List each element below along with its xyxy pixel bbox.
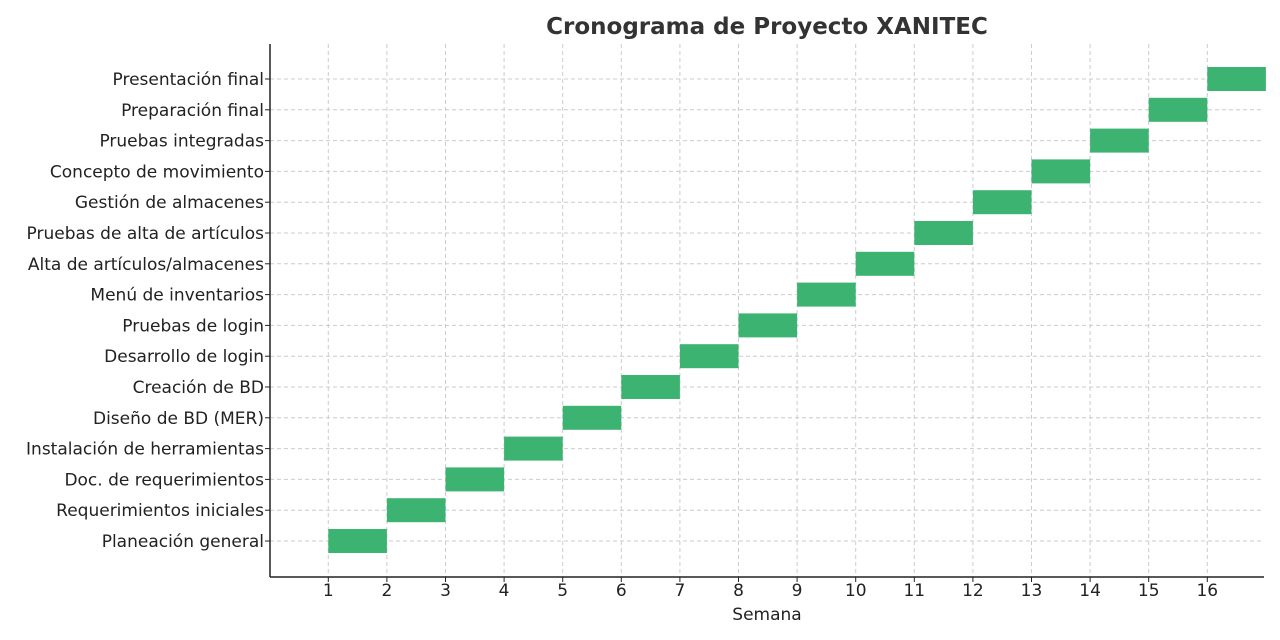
task-bar bbox=[855, 251, 915, 276]
task-label: Instalación de herramientas bbox=[26, 440, 264, 460]
task-bar bbox=[445, 467, 505, 492]
task-label: Pruebas de alta de artículos bbox=[27, 224, 265, 244]
x-tick-label: 9 bbox=[792, 581, 803, 601]
x-tick-label: 15 bbox=[1138, 581, 1160, 601]
task-bar bbox=[738, 313, 798, 338]
task-label: Planeación general bbox=[102, 532, 264, 552]
task-bar bbox=[972, 190, 1032, 215]
task-label: Preparación final bbox=[121, 101, 264, 121]
task-bar bbox=[797, 282, 856, 307]
x-tick-label: 3 bbox=[440, 581, 451, 601]
x-tick-label: 4 bbox=[499, 581, 510, 601]
x-tick-label: 2 bbox=[381, 581, 392, 601]
task-bar bbox=[1207, 67, 1266, 91]
task-bar bbox=[1148, 97, 1208, 122]
bar-layer bbox=[328, 67, 1266, 553]
x-tick-label: 8 bbox=[733, 581, 744, 601]
x-tick-label: 10 bbox=[845, 581, 867, 601]
x-axis-label: Semana bbox=[732, 605, 801, 625]
task-label: Presentación final bbox=[113, 70, 264, 90]
task-bar bbox=[504, 436, 563, 461]
task-bar bbox=[1031, 159, 1091, 184]
task-label: Requerimientos iniciales bbox=[56, 501, 264, 521]
task-bar bbox=[1090, 128, 1149, 153]
task-bar bbox=[679, 344, 739, 369]
x-tick-label: 7 bbox=[674, 581, 685, 601]
x-tick-label: 13 bbox=[1021, 581, 1043, 601]
chart-title: Cronograma de Proyecto XANITEC bbox=[546, 14, 988, 40]
task-label: Gestión de almacenes bbox=[75, 193, 264, 213]
grid-layer bbox=[270, 44, 1264, 577]
task-label: Diseño de BD (MER) bbox=[93, 409, 264, 429]
x-tick-label: 1 bbox=[323, 581, 334, 601]
task-bar bbox=[914, 221, 973, 245]
task-label: Creación de BD bbox=[133, 378, 264, 398]
x-tick-label: 6 bbox=[616, 581, 627, 601]
task-bar bbox=[328, 529, 387, 553]
task-label: Pruebas de login bbox=[122, 316, 264, 336]
x-tick-labels: 1 2 3 4 5 6 7 8 9 10 11 12 13 14 15 16 bbox=[323, 577, 1218, 601]
x-tick-label: 16 bbox=[1196, 581, 1218, 601]
task-bar bbox=[621, 375, 680, 399]
x-tick-label: 5 bbox=[557, 581, 568, 601]
x-tick-label: 12 bbox=[962, 581, 984, 601]
task-label: Desarrollo de login bbox=[104, 347, 264, 367]
axis-layer bbox=[269, 44, 1264, 578]
task-label: Alta de artículos/almacenes bbox=[28, 255, 264, 275]
task-label: Doc. de requerimientos bbox=[64, 470, 264, 490]
task-label: Pruebas integradas bbox=[99, 132, 264, 152]
task-bar bbox=[386, 498, 446, 523]
x-tick-label: 14 bbox=[1079, 581, 1101, 601]
y-tick-labels: Planeación general Requerimientos inicial… bbox=[26, 70, 270, 552]
task-label: Menú de inventarios bbox=[90, 286, 264, 306]
task-label: Concepto de movimiento bbox=[50, 162, 264, 182]
x-tick-label: 11 bbox=[903, 581, 925, 601]
task-bar bbox=[562, 405, 622, 430]
